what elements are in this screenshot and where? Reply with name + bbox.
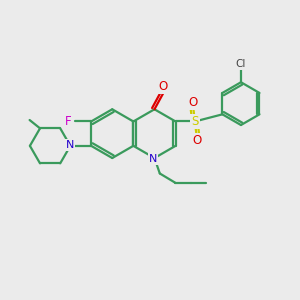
Text: O: O <box>159 80 168 93</box>
Text: O: O <box>192 134 202 147</box>
Text: O: O <box>188 96 197 109</box>
Text: F: F <box>65 115 72 128</box>
Text: Cl: Cl <box>236 59 246 69</box>
Text: S: S <box>191 115 199 128</box>
Text: N: N <box>149 154 158 164</box>
Text: N: N <box>65 140 74 150</box>
